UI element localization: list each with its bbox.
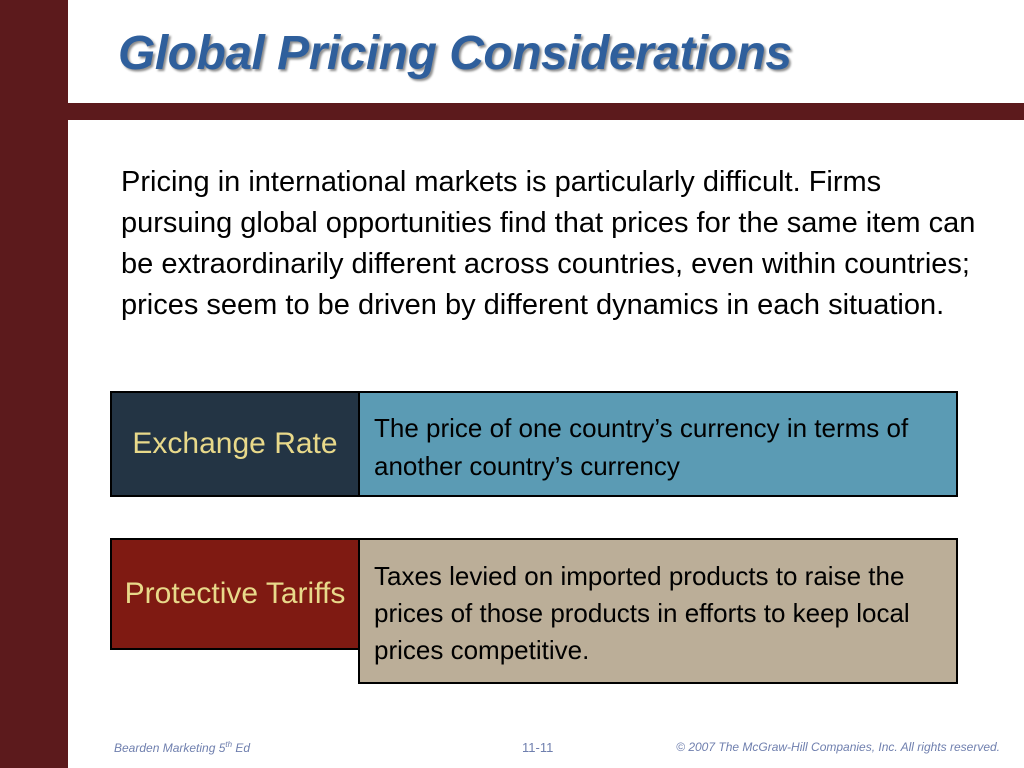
definition-box: Taxes levied on imported products to rai…: [358, 538, 958, 684]
definition-box: The price of one country’s currency in t…: [358, 391, 958, 497]
term-label: Protective Tariffs: [124, 577, 346, 610]
definition-text: The price of one country’s currency in t…: [374, 413, 909, 481]
title-rule: [68, 103, 1024, 120]
footer-book-title: Bearden Marketing 5th Ed: [114, 740, 250, 755]
footer-book-name: Bearden Marketing 5: [114, 741, 226, 755]
slide-title: Global Pricing Considerations: [118, 27, 792, 80]
term-box: Exchange Rate: [110, 391, 360, 497]
footer-edition-label: Ed: [232, 741, 251, 755]
page-number: 11-11: [522, 740, 554, 755]
term-label: Exchange Rate: [132, 427, 338, 460]
left-frame-bar: [0, 0, 68, 768]
copyright-notice: © 2007 The McGraw-Hill Companies, Inc. A…: [676, 740, 1000, 754]
definition-text: Taxes levied on imported products to rai…: [374, 561, 910, 665]
intro-paragraph: Pricing in international markets is part…: [121, 166, 976, 321]
term-box: Protective Tariffs: [110, 538, 360, 650]
footer-edition-sup: th: [225, 740, 233, 749]
